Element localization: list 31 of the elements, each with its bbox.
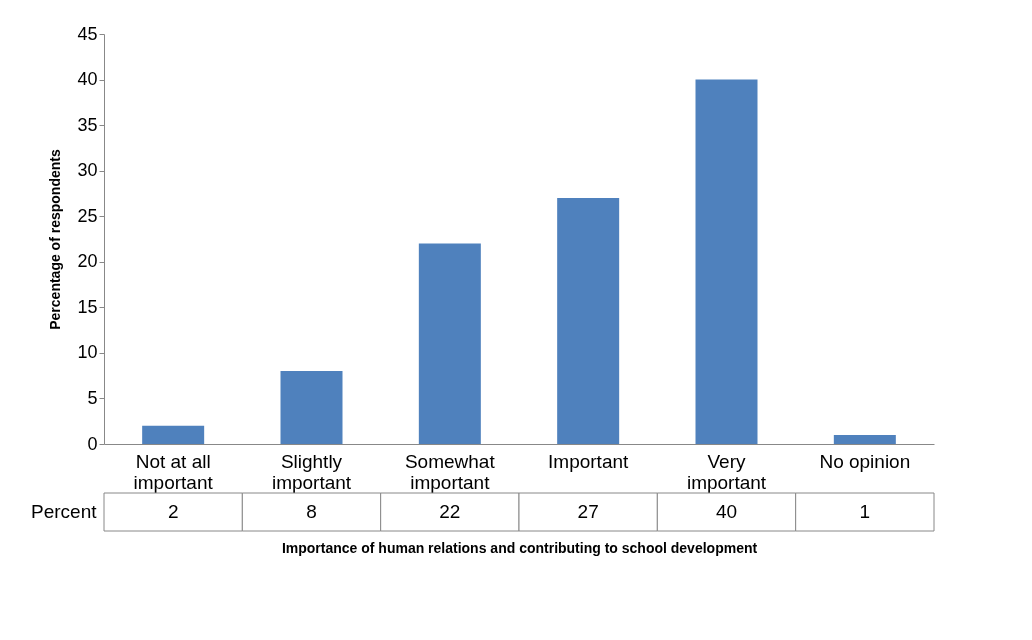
bar <box>695 79 758 444</box>
data-label: 8 <box>306 501 317 522</box>
y-tick-label: 20 <box>77 251 98 272</box>
bar <box>833 434 896 444</box>
y-tick-label: 15 <box>77 296 98 317</box>
y-tick-label: 0 <box>87 433 98 454</box>
bar <box>418 243 481 444</box>
bar <box>280 371 343 444</box>
data-label: 27 <box>577 501 599 522</box>
y-tick-label: 35 <box>77 114 98 135</box>
y-tick-label: 5 <box>87 387 98 408</box>
data-label: 2 <box>167 501 179 522</box>
data-label: 40 <box>715 501 738 522</box>
y-tick-label: 10 <box>77 342 98 363</box>
y-tick-label: 30 <box>77 160 98 181</box>
y-tick-label: 25 <box>77 205 98 226</box>
x-tick-label: Important <box>548 450 630 472</box>
data-label: 1 <box>859 501 871 522</box>
x-tick-label: Very important <box>686 450 767 493</box>
x-axis-title: Importance of human relations and contributing to school development <box>281 539 758 556</box>
x-tick-label: Slightly important <box>271 450 352 493</box>
bar <box>142 425 205 444</box>
x-tick-label: Somewhat important <box>404 450 496 493</box>
y-tick-label: 40 <box>77 69 98 90</box>
x-tick-label: No opinion <box>819 450 911 472</box>
y-axis-title: Percentage of respondents <box>47 149 64 330</box>
bar <box>557 198 620 444</box>
y-tick-label: 45 <box>77 23 98 44</box>
data-label: 22 <box>439 501 461 522</box>
text: Percent <box>31 501 98 522</box>
x-tick-label: Not at all important <box>133 450 214 493</box>
